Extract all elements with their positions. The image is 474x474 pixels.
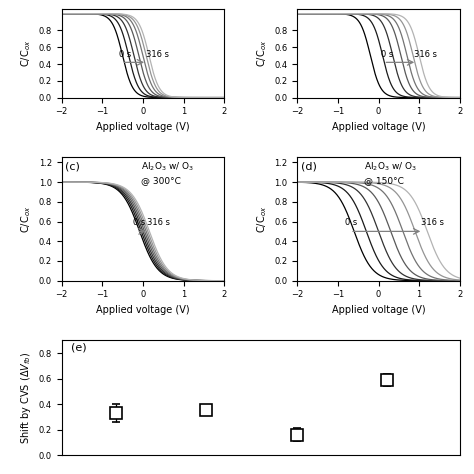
- Text: 316 s: 316 s: [414, 50, 438, 59]
- Y-axis label: C/C$_{ox}$: C/C$_{ox}$: [255, 40, 269, 67]
- Text: (c): (c): [65, 161, 80, 171]
- Text: 0 s: 0 s: [133, 219, 145, 228]
- Text: 0 s: 0 s: [381, 50, 393, 59]
- Text: Al$_2$O$_3$ w/ O$_3$: Al$_2$O$_3$ w/ O$_3$: [365, 160, 418, 173]
- Text: 316 s: 316 s: [147, 219, 170, 228]
- Text: @ 300°C: @ 300°C: [141, 176, 181, 185]
- X-axis label: Applied voltage (V): Applied voltage (V): [96, 305, 190, 315]
- Text: (d): (d): [301, 161, 316, 171]
- Text: 0 s: 0 s: [119, 50, 132, 59]
- Text: Al$_2$O$_3$ w/ O$_3$: Al$_2$O$_3$ w/ O$_3$: [141, 160, 194, 173]
- Text: 316 s: 316 s: [421, 219, 444, 228]
- Y-axis label: Shift by CVS ($\Delta V_{fb}$): Shift by CVS ($\Delta V_{fb}$): [19, 352, 33, 444]
- Text: (e): (e): [71, 343, 86, 353]
- Y-axis label: C/C$_{ox}$: C/C$_{ox}$: [19, 205, 33, 233]
- Text: 0 s: 0 s: [345, 219, 357, 228]
- Y-axis label: C/C$_{ox}$: C/C$_{ox}$: [255, 205, 269, 233]
- Text: @ 150°C: @ 150°C: [365, 176, 404, 185]
- Y-axis label: C/C$_{ox}$: C/C$_{ox}$: [19, 40, 33, 67]
- Text: 316 s: 316 s: [146, 50, 169, 59]
- X-axis label: Applied voltage (V): Applied voltage (V): [96, 122, 190, 132]
- X-axis label: Applied voltage (V): Applied voltage (V): [332, 305, 425, 315]
- X-axis label: Applied voltage (V): Applied voltage (V): [332, 122, 425, 132]
